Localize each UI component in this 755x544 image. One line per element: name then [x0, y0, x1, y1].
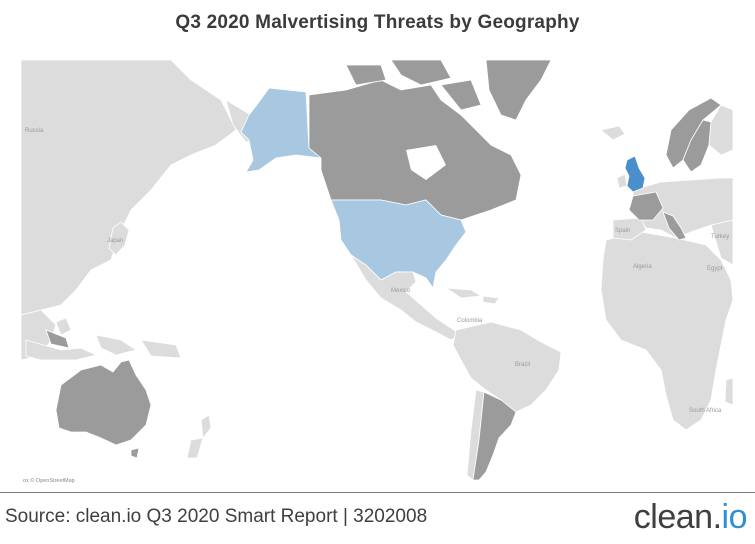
brand-logo-main: clean. [633, 498, 722, 536]
map-label-colombia: Colombia [457, 318, 483, 324]
country-australia[interactable] [55, 359, 152, 446]
map-label-egypt: Egypt [707, 266, 723, 272]
footer-divider [0, 492, 755, 493]
country-france[interactable] [628, 191, 664, 221]
country-south-america-other[interactable] [452, 321, 562, 413]
chart-title: Q3 2020 Malvertising Threats by Geograph… [175, 12, 580, 33]
region-africa[interactable] [600, 231, 733, 431]
country-sweden[interactable] [682, 119, 712, 173]
source-caption: Source: clean.io Q3 2020 Smart Report | … [5, 506, 428, 527]
country-greenland[interactable] [485, 60, 552, 121]
brand-logo: clean.io [633, 498, 748, 537]
map-label-brazil: Brazil [515, 362, 530, 368]
country-russia-asia[interactable] [21, 60, 237, 316]
world-map[interactable]: Russia Japan Mexico Colombia Brazil Spai… [21, 60, 733, 486]
country-spain[interactable] [612, 217, 647, 241]
country-italy[interactable] [662, 211, 687, 241]
country-new-zealand[interactable] [186, 414, 212, 459]
map-label-south-africa: South Africa [689, 408, 722, 414]
country-argentina[interactable] [472, 391, 517, 481]
country-mexico[interactable] [350, 254, 462, 341]
map-label-mexico: Mexico [391, 288, 411, 294]
map-label-algeria: Algeria [633, 264, 652, 270]
country-iceland[interactable] [600, 125, 626, 141]
brand-logo-accent: io [721, 498, 748, 536]
region-europe[interactable] [632, 177, 733, 239]
country-japan[interactable] [108, 221, 130, 256]
map-label-turkey: Turkey [711, 234, 729, 240]
map-attribution[interactable]: ox © OpenStreetMap [23, 478, 75, 484]
map-label-spain: Spain [615, 228, 630, 234]
map-label-russia: Russia [25, 128, 44, 134]
map-label-japan: Japan [107, 238, 123, 244]
country-united-kingdom[interactable] [624, 155, 646, 193]
